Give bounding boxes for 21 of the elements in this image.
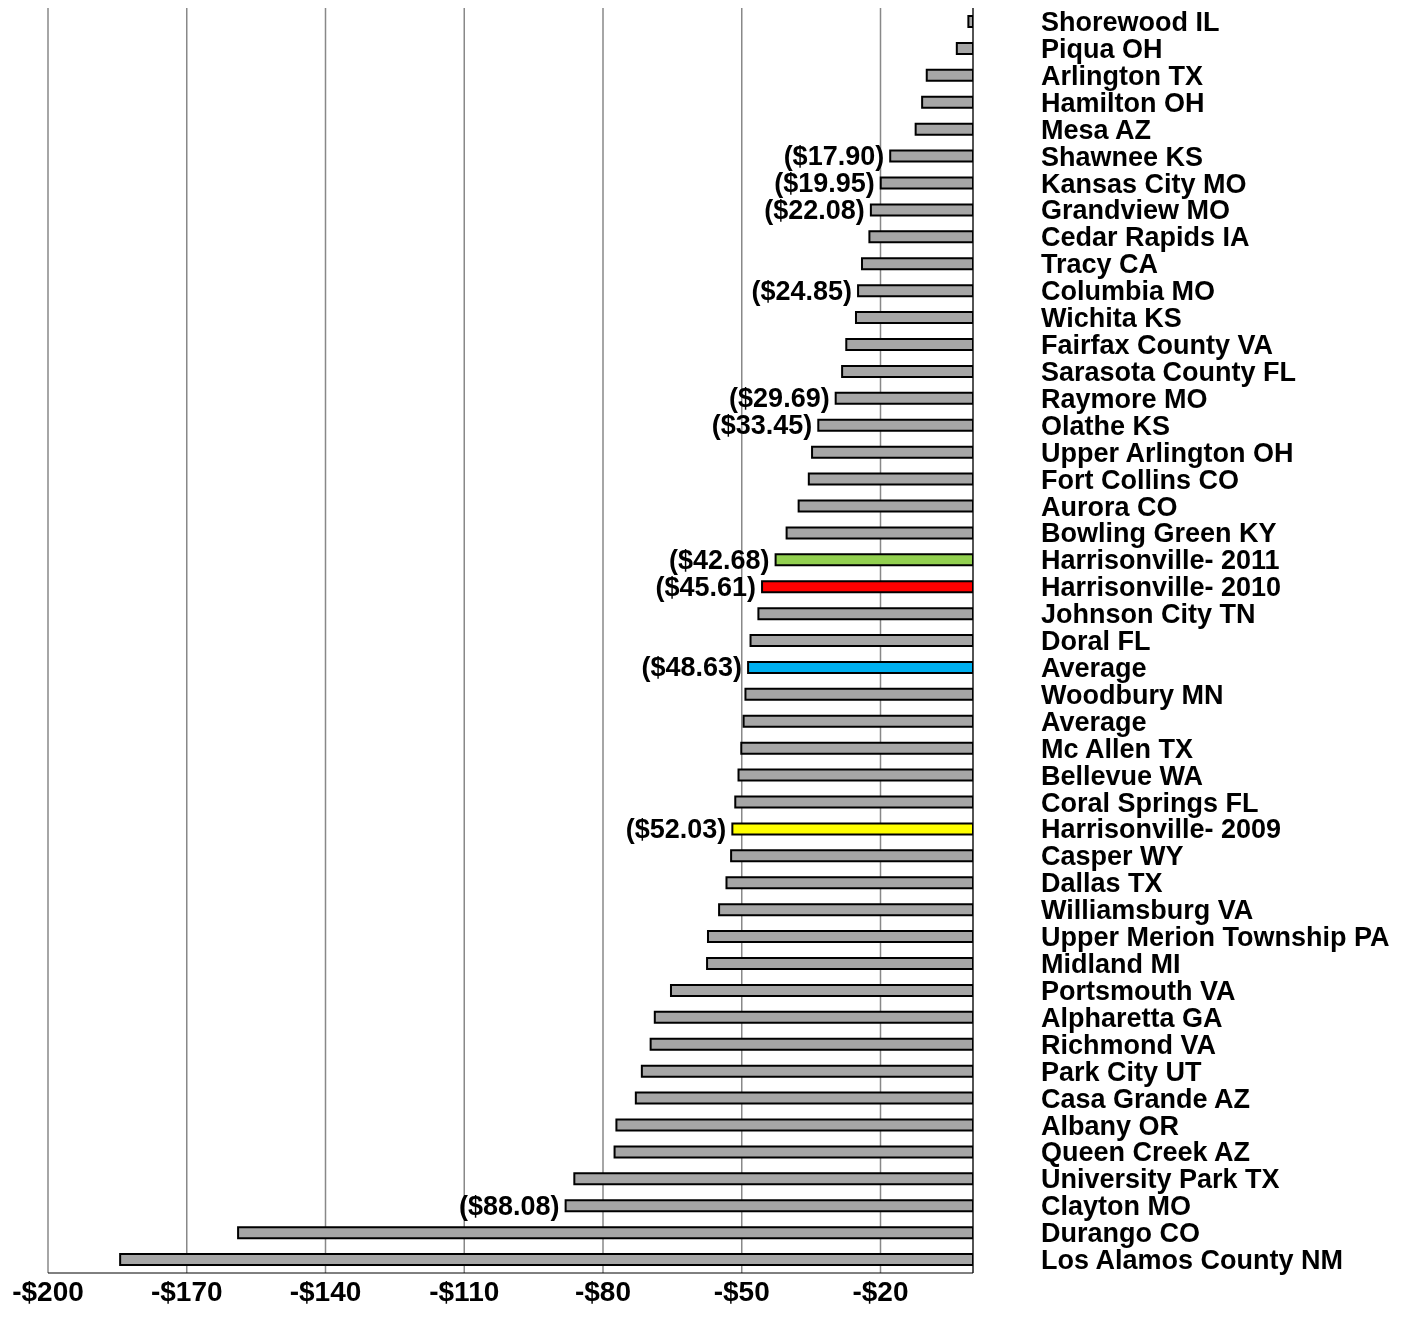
data-label: ($29.69) [729, 383, 830, 414]
y-tick-label: Casper WY [1041, 841, 1184, 872]
y-tick-label: Park City UT [1041, 1056, 1203, 1087]
data-label: ($52.03) [625, 813, 727, 844]
y-tick-label: Upper Arlington OH [1041, 437, 1294, 468]
data-label: ($48.63) [641, 652, 743, 683]
y-tick-label: Average [1041, 706, 1147, 737]
x-tick-label: -$170 [150, 1275, 223, 1307]
y-tick-label: Raymore MO [1041, 383, 1208, 414]
y-tick-label: Williamsburg VA [1041, 895, 1254, 926]
x-tick-label: -$110 [429, 1275, 500, 1307]
x-tick-label: -$50 [713, 1275, 770, 1307]
x-tick-label: -$20 [852, 1275, 909, 1307]
data-label: ($17.90) [783, 141, 885, 172]
x-tick-label: -$200 [12, 1275, 84, 1307]
x-tick-label: -$80 [574, 1275, 632, 1307]
data-label: ($42.68) [669, 544, 770, 575]
x-tick-label: -$140 [289, 1275, 362, 1307]
data-label: ($88.08) [459, 1190, 560, 1221]
data-label: ($24.85) [751, 275, 853, 306]
y-tick-label: Albany OR [1041, 1110, 1180, 1141]
